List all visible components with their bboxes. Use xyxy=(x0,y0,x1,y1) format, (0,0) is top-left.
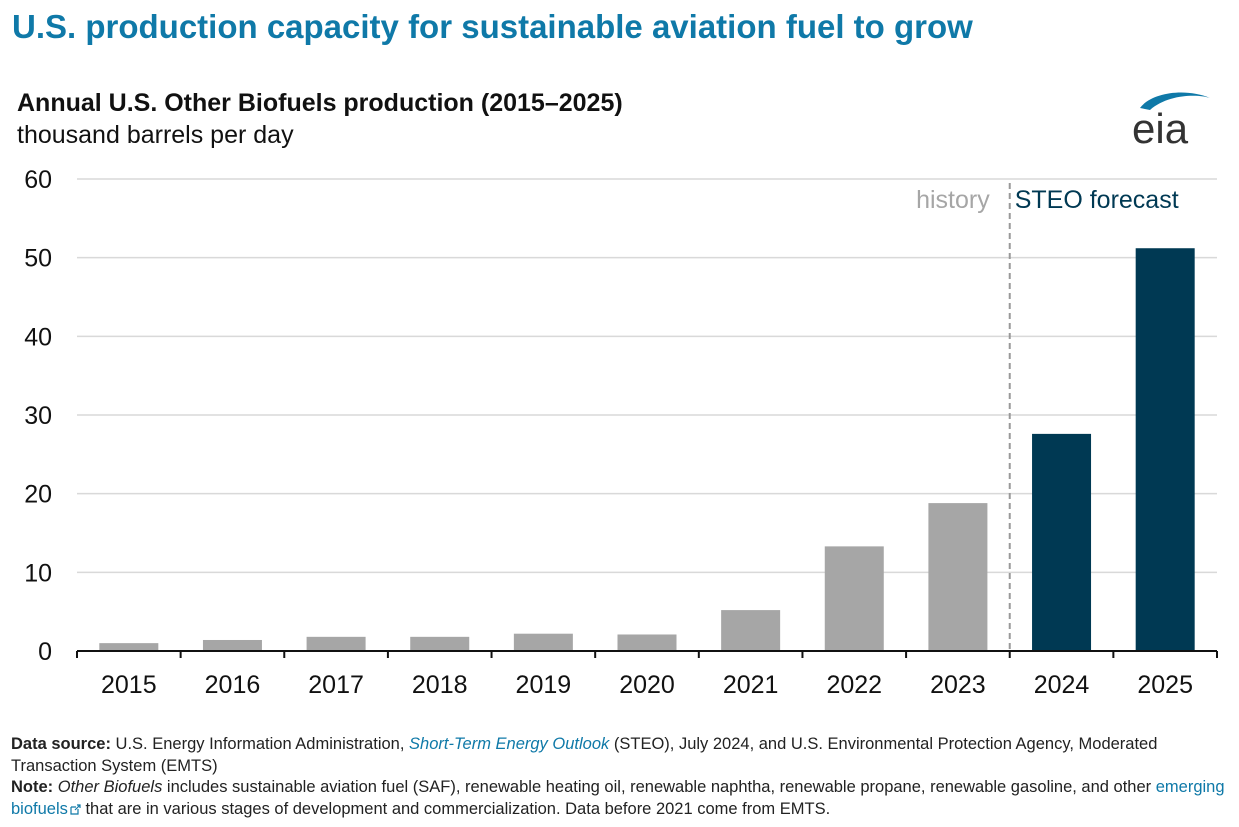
x-tick-label: 2019 xyxy=(516,671,572,699)
x-tick-label: 2023 xyxy=(930,671,986,699)
note-text-2: that are in various stages of developmen… xyxy=(85,799,831,818)
headline: U.S. production capacity for sustainable… xyxy=(12,8,973,45)
bar-2025 xyxy=(1135,248,1195,651)
bars xyxy=(99,248,1195,651)
data-source-text-1: U.S. Energy Information Administration, xyxy=(115,735,405,753)
x-tick-label: 2018 xyxy=(412,671,468,699)
y-tick-label: 20 xyxy=(24,481,52,509)
footer: Data source: U.S. Energy Information Adm… xyxy=(11,734,1233,820)
bar-2023 xyxy=(928,503,988,651)
note-text-1: includes sustainable aviation fuel (SAF)… xyxy=(166,778,1152,796)
data-source-line: Data source: U.S. Energy Information Adm… xyxy=(11,734,1233,777)
bar-2024 xyxy=(1032,433,1092,651)
eia-logo[interactable]: eia xyxy=(1128,88,1212,150)
bar-2018 xyxy=(410,636,470,651)
x-tick-label: 2025 xyxy=(1137,671,1193,699)
y-tick-label: 0 xyxy=(38,638,52,666)
x-tick-label: 2015 xyxy=(101,671,157,699)
chart-title: Annual U.S. Other Biofuels production (2… xyxy=(17,89,623,117)
x-tick-label: 2022 xyxy=(826,671,882,699)
data-source-label: Data source: xyxy=(11,735,111,753)
x-tick-label: 2020 xyxy=(619,671,675,699)
eia-logo-arc xyxy=(1140,92,1210,110)
history-label: history xyxy=(916,186,990,214)
x-axis-tick-labels: 2015 2016 2017 2018 2019 2020 2021 2022 2023 2024… xyxy=(101,671,1193,699)
forecast-label: STEO forecast xyxy=(1015,186,1179,214)
x-tick-label: 2017 xyxy=(308,671,364,699)
x-tick-label: 2016 xyxy=(205,671,261,699)
bar-2017 xyxy=(306,636,366,651)
y-tick-label: 10 xyxy=(24,559,52,587)
x-tick-label: 2024 xyxy=(1034,671,1090,699)
y-tick-label: 30 xyxy=(24,402,52,430)
y-tick-label: 60 xyxy=(24,166,52,194)
external-link-icon xyxy=(70,803,81,815)
note-label: Note: xyxy=(11,778,54,796)
x-axis xyxy=(76,650,1218,658)
eia-logo-text: eia xyxy=(1132,105,1189,150)
chart-subtitle: thousand barrels per day xyxy=(17,121,294,149)
note-line: Note: Other Biofuels includes sustainabl… xyxy=(11,777,1233,820)
x-tick-label: 2021 xyxy=(723,671,779,699)
steo-link[interactable]: Short-Term Energy Outlook xyxy=(409,735,610,753)
bar-2021 xyxy=(721,610,781,651)
bar-2016 xyxy=(202,639,262,651)
note-other-biofuels: Other Biofuels xyxy=(57,778,163,796)
bar-2019 xyxy=(513,633,573,651)
bar-2020 xyxy=(617,634,677,651)
data-source-text-2: (STEO), July 2024, and U.S. Environmenta… xyxy=(11,735,1158,775)
bar-2022 xyxy=(824,546,884,651)
grid-lines xyxy=(77,178,1217,574)
y-tick-label: 40 xyxy=(24,323,52,351)
y-axis-tick-labels: 0 10 20 30 40 50 60 xyxy=(24,166,52,666)
y-tick-label: 50 xyxy=(24,245,52,273)
bar-2015 xyxy=(99,643,159,651)
emerging-biofuels-link[interactable]: emerging biofuels xyxy=(11,778,1225,818)
